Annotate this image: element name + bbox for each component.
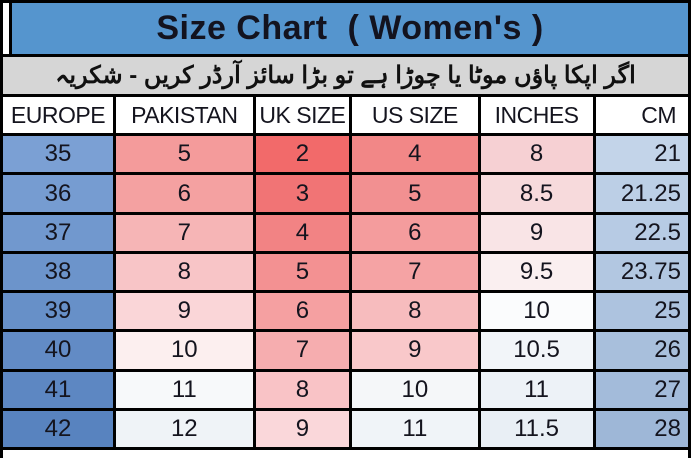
table-cell: 27 <box>595 371 688 411</box>
table-cell: 39 <box>3 293 116 333</box>
table-cell: 7 <box>115 214 256 254</box>
table-cell: 5 <box>255 253 353 294</box>
table-cell: 9 <box>255 410 353 450</box>
table-cell: 10 <box>352 371 481 411</box>
table-cell: 12 <box>115 410 256 450</box>
column-header-europe: EUROPE <box>3 97 116 137</box>
title-band: Size Chart ( Women's ) <box>3 3 688 57</box>
table-cell: 40 <box>3 332 116 372</box>
table-cell: 11 <box>480 371 596 411</box>
table-cell: 11.5 <box>480 410 596 450</box>
table-cell: 42 <box>3 410 116 450</box>
table-cell: 23.75 <box>595 253 688 294</box>
page-title: Size Chart ( Women's ) <box>12 3 688 54</box>
table-cell: 3 <box>255 175 353 215</box>
table-cell: 7 <box>352 253 481 294</box>
table-cell: 6 <box>115 175 256 215</box>
note-urdu: اگر اپکا پاؤں موٹا یا چوڑا ہے تو بڑا سائ… <box>3 57 688 97</box>
table-cell: 5 <box>115 136 256 176</box>
table-cell: 8 <box>352 293 481 333</box>
table-cell: 4 <box>352 136 481 176</box>
table-cell: 21.25 <box>595 175 688 215</box>
table-cell: 41 <box>3 371 116 411</box>
table-cell: 5 <box>352 175 481 215</box>
table-cell: 8.5 <box>480 175 596 215</box>
table-cell: 9 <box>480 214 596 254</box>
table-cell: 11 <box>352 410 481 450</box>
table-cell: 4 <box>255 214 353 254</box>
table-cell: 38 <box>3 253 116 294</box>
table-cell: 10 <box>480 293 596 333</box>
table-cell: 10 <box>115 332 256 372</box>
table-cell: 35 <box>3 136 116 176</box>
table-cell: 9 <box>352 332 481 372</box>
left-gutter <box>3 3 12 54</box>
table-cell: 9 <box>115 293 256 333</box>
table-cell: 2 <box>255 136 353 176</box>
table-cell: 22.5 <box>595 214 688 254</box>
table-cell: 8 <box>255 371 353 411</box>
table-cell: 37 <box>3 214 116 254</box>
table-cell: 28 <box>595 410 688 450</box>
column-header-uk-size: UK SIZE <box>255 97 353 137</box>
table-cell: 25 <box>595 293 688 333</box>
footer-strip <box>3 450 688 458</box>
table-cell: 7 <box>255 332 353 372</box>
table-cell: 9.5 <box>480 253 596 294</box>
column-header-cm: CM <box>595 97 688 137</box>
table-cell: 8 <box>115 253 256 294</box>
column-header-us-size: US SIZE <box>352 97 481 137</box>
table-cell: 11 <box>115 371 256 411</box>
column-header-pakistan: PAKISTAN <box>115 97 256 137</box>
table-cell: 26 <box>595 332 688 372</box>
table-cell: 8 <box>480 136 596 176</box>
table-cell: 36 <box>3 175 116 215</box>
size-table: EUROPE PAKISTAN UK SIZE US SIZE INCHES C… <box>3 97 688 450</box>
table-cell: 6 <box>255 293 353 333</box>
table-cell: 10.5 <box>480 332 596 372</box>
table-cell: 21 <box>595 136 688 176</box>
table-cell: 6 <box>352 214 481 254</box>
column-header-inches: INCHES <box>480 97 596 137</box>
